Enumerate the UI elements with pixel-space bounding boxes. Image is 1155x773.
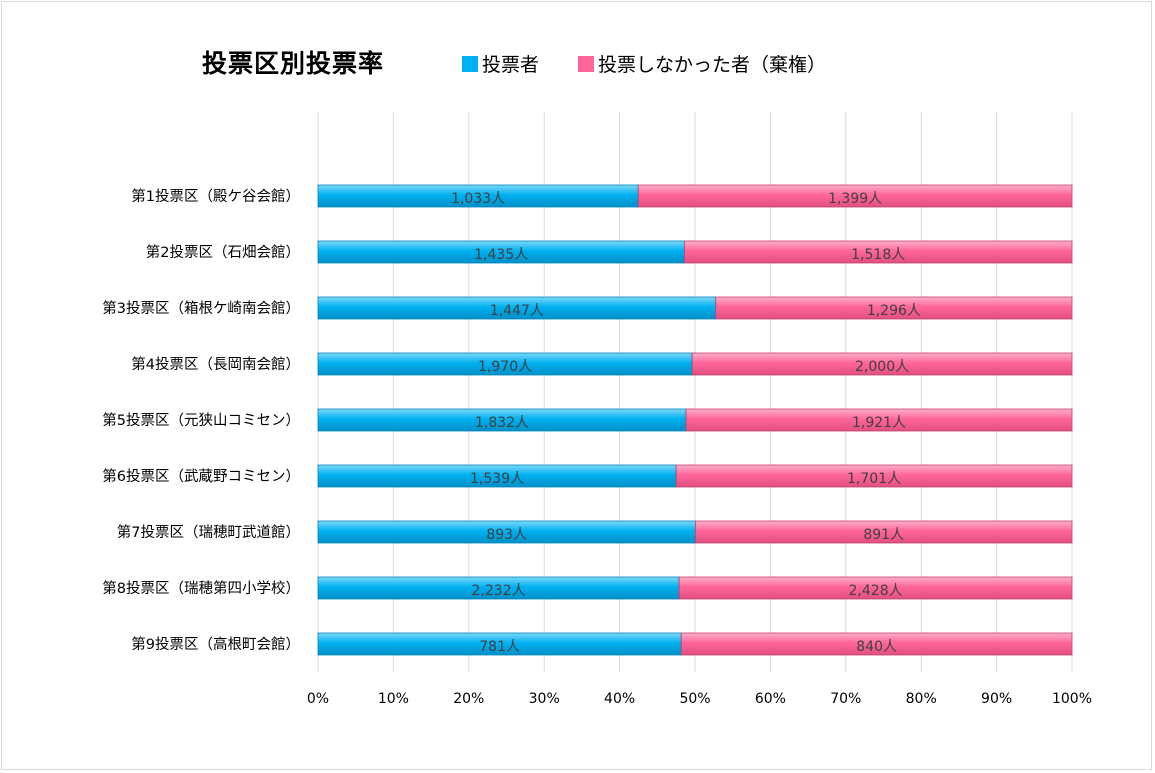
- x-tick-label: 60%: [755, 691, 786, 707]
- bar-segment: [680, 632, 1073, 656]
- bar-segment: [691, 352, 1073, 376]
- x-tick-label: 90%: [981, 691, 1012, 707]
- legend-item-abstain: 投票しなかった者（棄権）: [578, 50, 826, 77]
- data-label: 1,701人: [847, 471, 901, 487]
- data-label: 891人: [863, 527, 904, 543]
- legend-swatch-voters: [462, 55, 478, 72]
- category-label: 第8投票区（瑞穂第四小学校）: [102, 579, 300, 597]
- data-label: 1,447人: [490, 303, 544, 319]
- category-label: 第3投票区（箱根ケ崎南会館）: [102, 299, 300, 317]
- category-label: 第7投票区（瑞穂町武道館）: [117, 523, 300, 541]
- data-label: 781人: [479, 639, 520, 655]
- category-label: 第1投票区（殿ケ谷会館）: [131, 187, 300, 205]
- data-label: 893人: [486, 527, 527, 543]
- category-label: 第2投票区（石畑会館）: [146, 243, 300, 261]
- data-label: 2,232人: [472, 583, 526, 599]
- category-label: 第4投票区（長岡南会館）: [131, 355, 300, 373]
- bar-segment: [685, 408, 1073, 432]
- data-label: 1,832人: [475, 415, 529, 431]
- data-label: 1,539人: [470, 471, 524, 487]
- data-label: 1,296人: [867, 303, 921, 319]
- legend-label-voters: 投票者: [482, 54, 540, 76]
- bar-segment: [695, 520, 1073, 544]
- x-tick-label: 20%: [453, 691, 484, 707]
- category-label: 第6投票区（武蔵野コミセン）: [102, 467, 300, 485]
- data-label: 1,399人: [828, 191, 882, 207]
- x-tick-label: 80%: [906, 691, 937, 707]
- chart-title: 投票区別投票率: [202, 49, 385, 78]
- bar-segment: [637, 184, 1073, 208]
- legend-item-voters: 投票者: [462, 50, 539, 77]
- x-tick-label: 40%: [604, 691, 635, 707]
- x-tick-label: 0%: [307, 691, 329, 707]
- bar-segment: [684, 240, 1073, 264]
- x-tick-label: 100%: [1052, 691, 1092, 707]
- x-tick-label: 70%: [830, 691, 861, 707]
- data-label: 1,518人: [851, 247, 905, 263]
- bar-segment: [678, 576, 1073, 600]
- x-tick-label: 50%: [679, 691, 710, 707]
- category-label: 第5投票区（元狭山コミセン）: [102, 411, 300, 429]
- data-label: 840人: [856, 639, 897, 655]
- bar-segment: [715, 296, 1073, 320]
- legend-label-abstain: 投票しなかった者（棄権）: [598, 54, 827, 76]
- bar-segment: [675, 464, 1073, 488]
- data-label: 1,435人: [474, 247, 528, 263]
- x-tick-label: 30%: [529, 691, 560, 707]
- legend-swatch-abstain: [578, 55, 594, 72]
- data-label: 1,970人: [478, 359, 532, 375]
- data-label: 1,033人: [451, 191, 505, 207]
- data-label: 2,000人: [855, 359, 909, 375]
- category-label: 第9投票区（高根町会館）: [131, 635, 300, 653]
- data-label: 1,921人: [852, 415, 906, 431]
- x-tick-label: 10%: [378, 691, 409, 707]
- data-label: 2,428人: [849, 583, 903, 599]
